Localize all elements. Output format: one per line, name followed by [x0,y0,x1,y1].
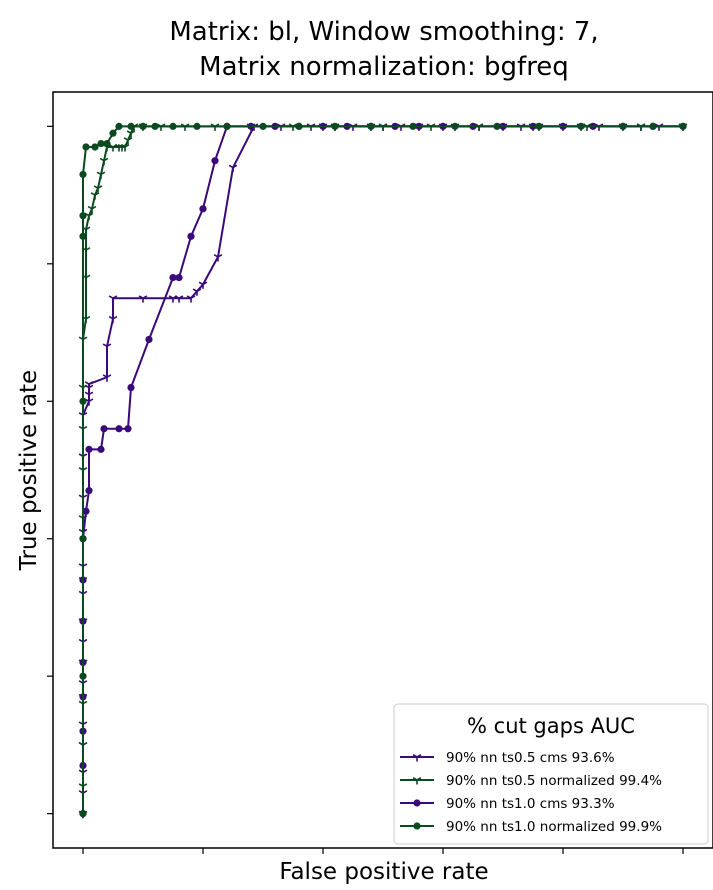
series-4-point-29 [649,122,657,130]
plot-area [78,122,688,819]
series-2-point-33 [210,123,220,131]
series-1-point-20 [102,374,112,382]
series-2-point-21 [99,157,109,166]
series-4-point-28 [619,122,627,130]
legend-label-3: 90% nn ts1.0 cms 93.3% [446,796,615,812]
series-1-point-22 [108,315,118,324]
series-1-point-30 [213,254,223,262]
series-4-point-25 [493,122,501,130]
series-3-point-11 [97,445,105,453]
series-4-point-11 [109,129,117,137]
series-4-point-4 [79,232,87,240]
series-2-point-32 [180,123,190,131]
legend-box [393,703,709,845]
series-4-point-0 [79,810,87,818]
series-4-point-22 [367,122,375,130]
series-3-point-8 [82,507,90,515]
legend-title: % cut gaps AUC [467,714,635,738]
legend-label-1: 90% nn ts0.5 cms 93.6% [446,750,615,766]
series-4-point-9 [97,139,105,148]
legend-marker-3 [413,799,421,807]
series-1-point-21 [102,343,112,351]
series-3-point-21 [211,157,219,165]
series-2-point-26 [120,144,130,152]
legend-entry-4: 90% nn ts1.0 normalized 99.9% [400,819,662,835]
series-1-point-46 [516,123,526,131]
series-4-point-19 [259,122,267,130]
series-1-point-24 [138,295,148,303]
legend-entries: 90% nn ts0.5 cms 93.6% 90% nn ts0.5 norma… [400,750,662,835]
series-4-point-26 [535,122,543,130]
series-4-point-20 [295,122,303,130]
series-3-point-12 [100,425,108,433]
series-2-point-42 [636,123,646,131]
series-1-point-28 [192,288,202,296]
series-2-point-28 [126,130,136,138]
series-4-point-14 [139,122,147,130]
series-3-point-16 [145,335,153,344]
series-1-point-26 [174,295,184,303]
series-2-point-18 [90,192,100,200]
series-2-point-20 [96,171,106,179]
series-2-point-17 [87,205,97,214]
series-1-point-17 [84,391,94,399]
legend-label-2: 90% nn ts0.5 normalized 99.4% [446,773,662,789]
series-4-point-3 [79,397,87,405]
series-4-point-23 [409,122,417,130]
legend-entry-3: 90% nn ts1.0 cms 93.3% [400,796,615,812]
series-2-point-27 [123,137,133,145]
series-3-point-9 [85,487,93,495]
series-4-point-21 [331,122,339,130]
series-2-point-19 [93,185,103,193]
series-4-point-7 [82,143,90,151]
legend-label-4: 90% nn ts1.0 normalized 99.9% [446,819,662,835]
axis-ticks [47,125,684,854]
series-3-point-17 [169,273,177,282]
series-4 [79,122,687,818]
series-2-point-37 [378,123,388,131]
legend-marker-1 [412,754,422,762]
series-4-point-2 [79,535,87,543]
series-4-point-17 [193,122,201,130]
series-4-point-27 [577,122,585,130]
series-3-point-18 [175,273,183,282]
series-4-point-10 [103,139,111,148]
series-4-point-15 [151,122,159,130]
legend-entry-1: 90% nn ts0.5 cms 93.6% [400,750,615,766]
series-4-point-8 [91,143,99,151]
series-3-point-14 [124,425,132,433]
series-4-point-16 [169,122,177,130]
series-3-point-20 [199,205,207,213]
series-1-point-19 [84,381,94,389]
legend-marker-4 [413,822,421,830]
series-4-point-30 [679,122,687,130]
series-3-point-19 [187,232,195,240]
series-1-point-23 [108,295,118,303]
series-4-point-6 [79,170,87,179]
legend: % cut gaps AUC 90% nn ts0.5 cms 93.6%90%… [393,703,709,845]
series-1-point-31 [228,164,238,173]
y-axis-label: True positive rate [16,370,42,571]
series-4-point-18 [223,122,231,130]
series-1-point-34 [306,123,316,131]
series-4-point-24 [451,122,459,130]
series-4-point-13 [127,122,135,130]
series-3-point-13 [115,425,123,433]
chart-title-line-2: Matrix normalization: bgfreq [199,52,569,82]
series-4-point-5 [79,212,87,220]
series-3-point-10 [85,445,93,453]
series-1-point-27 [186,295,196,303]
plot-frame [52,91,713,849]
legend-marker-2 [412,777,422,785]
series-1-point-29 [198,281,208,289]
series-4-point-1 [79,672,87,680]
legend-entry-2: 90% nn ts0.5 normalized 99.4% [400,773,662,789]
x-axis-label: False positive rate [279,859,488,885]
series-4-point-12 [115,122,123,130]
series-3-point-15 [127,383,135,392]
chart-title-line-1: Matrix: bl, Window smoothing: 7, [169,17,598,47]
series-2-point-38 [426,123,436,131]
